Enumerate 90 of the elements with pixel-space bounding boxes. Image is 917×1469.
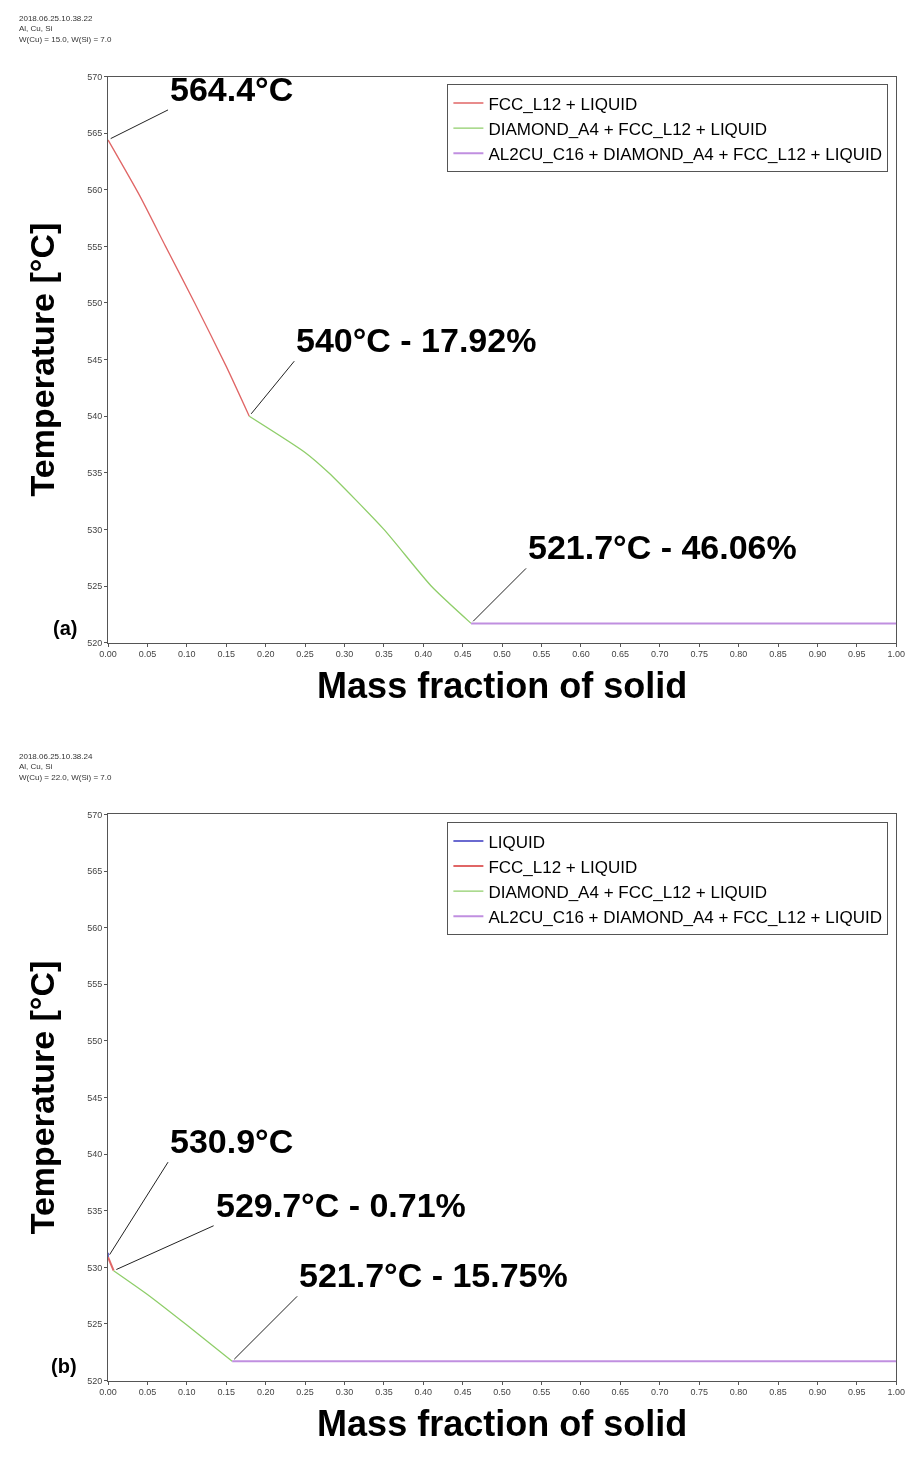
- x-tick-label: 0.95: [848, 649, 866, 660]
- x-tick-label: 0.45: [453, 1387, 472, 1398]
- x-axis-title: Mass fraction of solid: [317, 665, 688, 707]
- legend-label: DIAMOND_A4 + FCC_L12 + LIQUID: [488, 119, 768, 139]
- y-tick-label: 555: [87, 241, 103, 252]
- y-tick-label: 555: [87, 979, 103, 990]
- chart-subtitle: Al, Cu, Si W(Cu) = 15.0, W(Si) = 7.0: [19, 24, 113, 44]
- x-tick-label: 0.75: [690, 649, 708, 660]
- x-tick-label: 1.00: [887, 1387, 905, 1398]
- y-tick-label: 545: [87, 1092, 103, 1103]
- x-tick-label: 0.70: [651, 649, 669, 660]
- x-tick-label: 0.40: [414, 649, 433, 660]
- legend-label: AL2CU_C16 + DIAMOND_A4 + FCC_L12 + LIQUID: [488, 144, 882, 164]
- y-tick-label: 545: [87, 354, 103, 365]
- x-tick-label: 0.20: [256, 649, 275, 660]
- x-tick-label: 0.65: [611, 649, 630, 660]
- x-tick-label: 0.45: [453, 649, 472, 660]
- x-tick-label: 0.50: [493, 649, 511, 660]
- x-tick-label: 0.35: [375, 1387, 393, 1398]
- x-tick-label: 0.90: [808, 649, 827, 660]
- line-series: [248, 415, 472, 625]
- x-tick-label: 0.60: [572, 649, 590, 660]
- text: (a): [53, 617, 78, 639]
- x-tick-label: 0.25: [296, 1387, 314, 1398]
- x-tick-label: 0.40: [414, 1387, 433, 1398]
- annotation: 530.9°C: [170, 1122, 294, 1160]
- y-tick-label: 550: [87, 298, 103, 309]
- line-series: [108, 139, 250, 417]
- annotation: 521.7°C - 46.06%: [528, 528, 797, 566]
- x-tick-label: 0.00: [99, 649, 117, 660]
- x-tick-label: 0.15: [217, 649, 236, 660]
- x-tick-label: 1.00: [887, 649, 905, 660]
- x-tick-label: 0.20: [256, 1387, 275, 1398]
- y-tick-label: 535: [87, 467, 103, 478]
- annotation: 521.7°C - 15.75%: [299, 1256, 568, 1294]
- y-tick-label: 520: [87, 1375, 103, 1386]
- x-tick-label: 0.75: [690, 1387, 708, 1398]
- legend-label: FCC_L12 + LIQUID: [488, 94, 638, 114]
- x-axis-title: Mass fraction of solid: [317, 1403, 688, 1445]
- y-tick-label: 525: [87, 1319, 103, 1330]
- legend-label: DIAMOND_A4 + FCC_L12 + LIQUID: [488, 882, 768, 902]
- y-tick-label: 530: [87, 1262, 103, 1273]
- y-axis-title: Temperature [°C]: [22, 222, 61, 497]
- x-tick-label: 0.35: [375, 649, 393, 660]
- y-tick-label: 540: [87, 411, 103, 422]
- legend-label: LIQUID: [488, 832, 546, 852]
- x-tick-label: 0.80: [729, 1387, 748, 1398]
- chart-title: 2018.06.25.10.38.24: [19, 752, 93, 761]
- y-tick-label: 535: [87, 1205, 103, 1216]
- line-series: [112, 1270, 233, 1362]
- chart-title: 2018.06.25.10.38.22: [19, 14, 93, 23]
- y-tick-label: 530: [87, 524, 103, 535]
- x-tick-label: 0.30: [335, 649, 354, 660]
- chart-subtitle: Al, Cu, Si W(Cu) = 22.0, W(Si) = 7.0: [19, 762, 113, 782]
- x-tick-label: 0.15: [217, 1387, 236, 1398]
- x-tick-label: 0.85: [769, 649, 787, 660]
- y-axis-title: Temperature [°C]: [22, 960, 61, 1235]
- x-tick-label: 0.05: [138, 1387, 157, 1398]
- y-tick-label: 565: [87, 866, 103, 877]
- y-tick-label: 525: [87, 581, 103, 592]
- y-tick-label: 560: [87, 922, 103, 933]
- x-tick-label: 0.95: [848, 1387, 866, 1398]
- x-tick-label: 0.25: [296, 649, 314, 660]
- annotation: 564.4°C: [170, 70, 294, 108]
- y-tick-label: 560: [87, 184, 103, 195]
- legend-label: FCC_L12 + LIQUID: [488, 857, 638, 877]
- x-tick-label: 0.10: [178, 1387, 196, 1398]
- x-tick-label: 0.70: [651, 1387, 669, 1398]
- x-tick-label: 0.50: [493, 1387, 511, 1398]
- x-tick-label: 0.10: [178, 649, 196, 660]
- y-tick-label: 565: [87, 128, 103, 139]
- x-tick-label: 0.60: [572, 1387, 590, 1398]
- x-tick-label: 0.00: [99, 1387, 117, 1398]
- x-tick-label: 0.65: [611, 1387, 630, 1398]
- y-tick-label: 570: [87, 809, 103, 820]
- x-tick-label: 0.80: [729, 649, 748, 660]
- x-tick-label: 0.55: [532, 649, 551, 660]
- annotation: 529.7°C - 0.71%: [216, 1186, 466, 1224]
- x-tick-label: 0.55: [532, 1387, 551, 1398]
- x-tick-label: 0.85: [769, 1387, 787, 1398]
- text: (b): [51, 1355, 77, 1377]
- legend-label: AL2CU_C16 + DIAMOND_A4 + FCC_L12 + LIQUID: [488, 907, 882, 927]
- x-tick-label: 0.90: [808, 1387, 827, 1398]
- x-tick-label: 0.05: [138, 649, 157, 660]
- y-tick-label: 570: [87, 71, 103, 82]
- y-tick-label: 550: [87, 1036, 103, 1047]
- y-tick-label: 540: [87, 1149, 103, 1160]
- y-tick-label: 520: [87, 637, 103, 648]
- x-tick-label: 0.30: [335, 1387, 354, 1398]
- annotation: 540°C - 17.92%: [296, 321, 537, 359]
